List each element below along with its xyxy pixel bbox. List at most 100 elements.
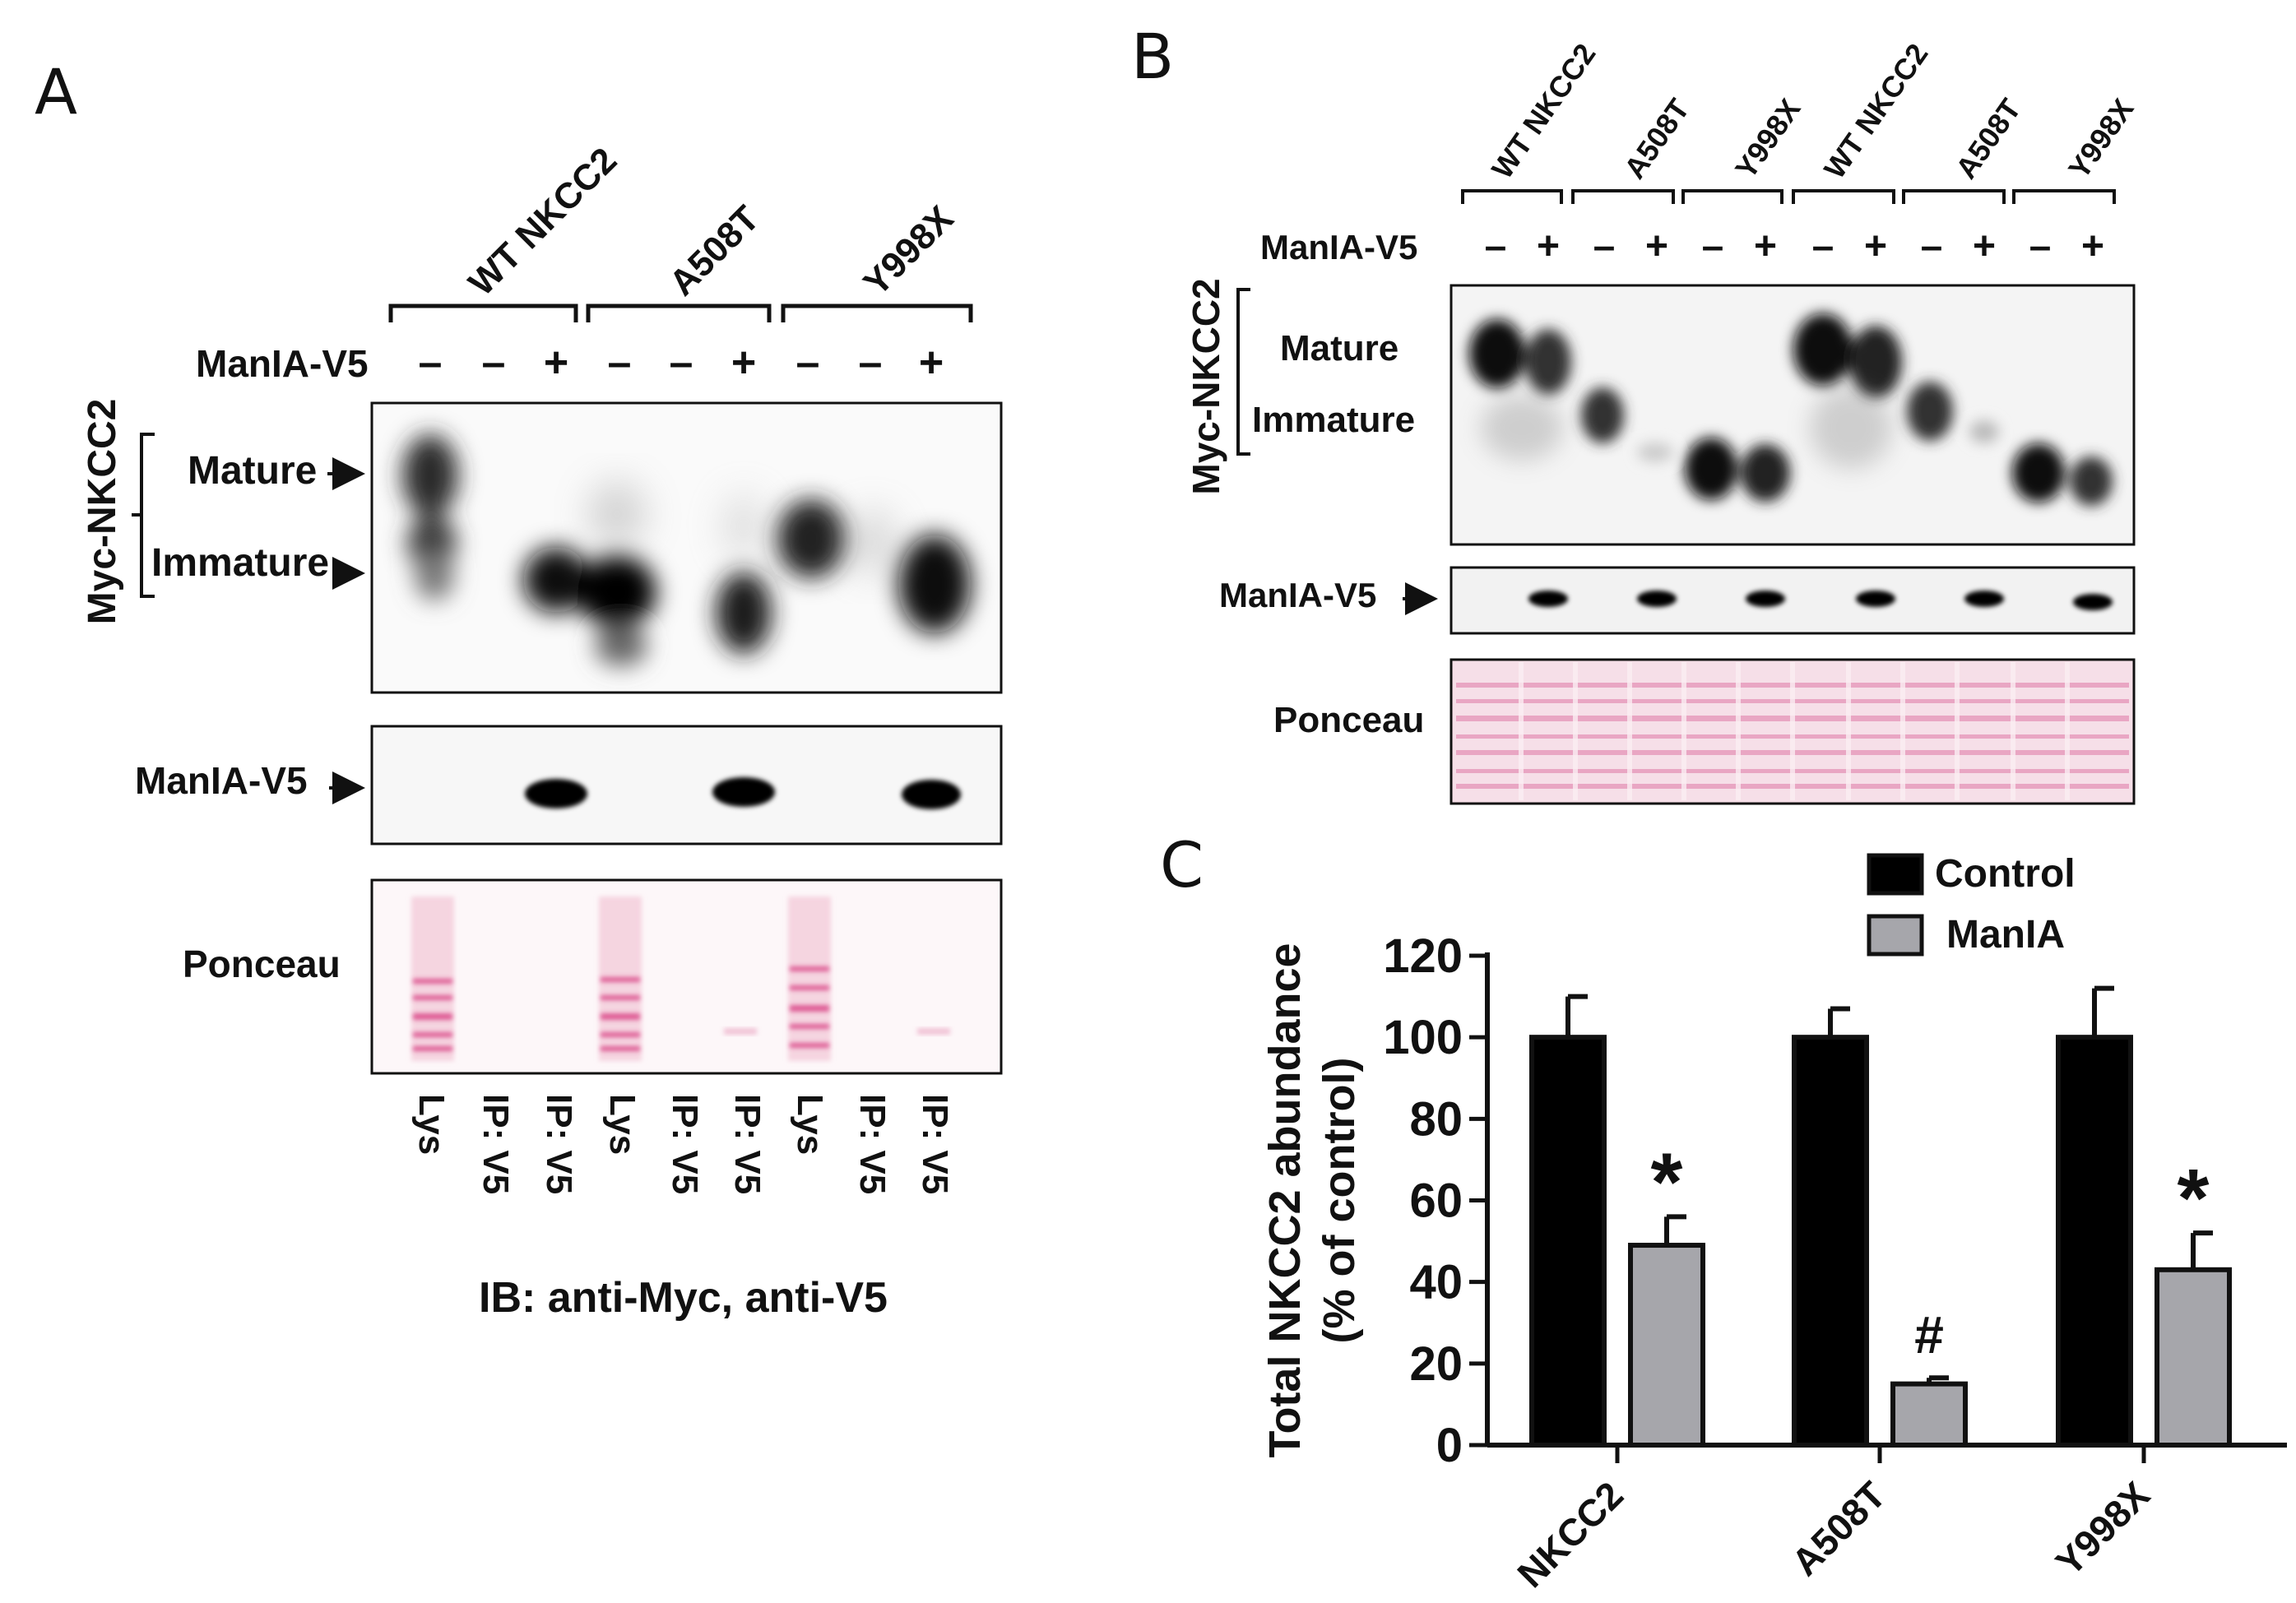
sign: –: [670, 339, 693, 387]
bracket: [1681, 189, 1783, 204]
sign: +: [731, 339, 756, 387]
sign: –: [1485, 225, 1507, 268]
panel-a-group-brackets: [388, 303, 973, 322]
panel-b-ponceau-blot: [1449, 658, 2136, 805]
legend-label-control: Control: [1935, 852, 2076, 896]
sign: –: [1921, 225, 1943, 268]
panel-c-letter: C: [1160, 828, 1204, 901]
x-tick-label: NKCC2: [1509, 1473, 1631, 1596]
panel-b-myc-blot: [1449, 284, 2136, 546]
panel-a-letter: A: [35, 55, 77, 128]
panel-b-group-label: Y998X: [2062, 93, 2141, 185]
bracket: [388, 303, 578, 322]
panel-b-group-label: A508T: [1617, 93, 1696, 185]
sign: +: [1754, 225, 1777, 268]
sign: –: [859, 339, 883, 387]
chart-plot-area: 0 20 40 60 80 100 120 Total NKCC2 abundance (% o…: [1260, 852, 2287, 1596]
lane-label: IP: V5: [665, 1094, 705, 1194]
bar-control-a508t: [1792, 1035, 1869, 1448]
bracket: [1571, 189, 1675, 204]
panel-a-myc-label: Myc-NKCC2: [81, 399, 124, 625]
sign: –: [796, 339, 820, 387]
panel-b-group-brackets: [1461, 189, 2116, 204]
sign: –: [1812, 225, 1834, 268]
panel-a-immature-label: Immature: [151, 541, 329, 585]
panel-a-ib-label: IB: anti-Myc, anti-V5: [479, 1274, 888, 1322]
bar-mania-nkcc2: [1628, 1243, 1705, 1448]
panel-b-manla-blot: [1449, 566, 2136, 635]
lane-label: IP: V5: [475, 1094, 516, 1194]
lane-label: IP: V5: [852, 1094, 893, 1194]
y-tick-label: 80: [1409, 1092, 1463, 1146]
sign: –: [419, 339, 443, 387]
sign: –: [1593, 225, 1616, 268]
panel-b-group-labels: WT NKCC2 A508T Y998X WT NKCC2 A508T Y998…: [1485, 37, 2141, 184]
panel-b-mature-label: Mature: [1280, 328, 1398, 368]
panel-b-manla-signs: – + – + – + – + – + – +: [1485, 225, 2104, 268]
panel-a: A WT NKCC2 A508T Y998X ManIA-V5 – – + – …: [35, 55, 1003, 1322]
panel-a-myc-bracket: [132, 433, 155, 598]
y-tick-label: 0: [1436, 1419, 1463, 1472]
significance-marker: *: [1651, 1136, 1683, 1228]
y-tick-label: 100: [1383, 1011, 1463, 1064]
panel-a-group-label: WT NKCC2: [461, 140, 624, 303]
bar-mania-a508t: [1890, 1381, 1968, 1448]
panel-b-manla-row-label: ManIA-V5: [1260, 228, 1417, 266]
panel-a-manla-blot-label: ManIA-V5: [135, 759, 308, 802]
x-tick-label: A508T: [1783, 1473, 1894, 1583]
panel-b-letter: B: [1131, 20, 1174, 93]
panel-a-lane-labels: Lys IP: V5 IP: V5 Lys IP: V5 IP: V5 Lys …: [411, 1094, 955, 1194]
panel-a-manla-signs: – – + – – + – – +: [419, 339, 944, 387]
sign: –: [2029, 225, 2052, 268]
y-axis-label: (% of control): [1315, 1058, 1364, 1344]
panel-b-manla-blot-label: ManIA-V5: [1219, 576, 1376, 614]
legend-label-mania: ManIA: [1946, 913, 2065, 957]
bar-control-y998x: [2056, 1035, 2133, 1448]
panel-b-myc-bracket: [1236, 288, 1250, 456]
bar-mania-y998x: [2155, 1267, 2232, 1448]
sign: –: [482, 339, 506, 387]
significance-marker: *: [2178, 1152, 2210, 1244]
lane-label: IP: V5: [727, 1094, 768, 1194]
y-axis-label: Total NKCC2 abundance: [1260, 943, 1310, 1457]
sign: +: [1645, 225, 1668, 268]
panel-b-group-label: A508T: [1949, 93, 2028, 185]
panel-b-group-label: WT NKCC2: [1817, 37, 1935, 184]
lane-label: Lys: [602, 1094, 642, 1155]
sign: +: [1973, 225, 1996, 268]
panel-b-group-label: WT NKCC2: [1485, 37, 1603, 184]
sign: +: [1537, 225, 1560, 268]
significance-marker: #: [1914, 1305, 1944, 1364]
y-tick-label: 60: [1409, 1174, 1463, 1228]
sign: +: [919, 339, 944, 387]
panel-a-manla-row-label: ManIA-V5: [196, 342, 369, 385]
panel-b-ponceau-label: Ponceau: [1273, 700, 1424, 740]
panel-a-manla-blot: [370, 725, 1003, 846]
panel-a-ponceau-blot: [370, 878, 1003, 1075]
sign: +: [1864, 225, 1887, 268]
bracket: [1902, 189, 2006, 204]
y-tick-label: 120: [1383, 929, 1463, 983]
legend-swatch-mania: [1867, 914, 1924, 957]
y-tick-label: 40: [1409, 1256, 1463, 1309]
lane-label: Lys: [790, 1094, 830, 1155]
panel-b-immature-label: Immature: [1252, 400, 1415, 440]
panel-c-chart: C 0 20 40 60 80 100 120 Total NKCC2 abundance (%…: [1160, 828, 2287, 1596]
panel-a-ponceau-label: Ponceau: [183, 943, 341, 985]
panel-b-group-label: Y998X: [1728, 93, 1807, 185]
lane-label: IP: V5: [539, 1094, 579, 1194]
x-tick-label: Y998X: [2048, 1473, 2159, 1584]
panel-a-group-label: A508T: [661, 198, 767, 303]
sign: –: [1702, 225, 1724, 268]
panel-a-mature-label: Mature: [188, 449, 317, 493]
bracket: [586, 303, 772, 322]
bracket: [1461, 189, 1563, 204]
panel-b: B WT NKCC2 A508T Y998X WT NKCC2 A508T Y9…: [1131, 20, 2141, 805]
bracket: [1792, 189, 1895, 204]
legend-swatch-control: [1867, 853, 1924, 896]
bar-control-nkcc2: [1529, 1035, 1607, 1448]
sign: –: [608, 339, 632, 387]
lane-label: Lys: [411, 1094, 452, 1155]
panel-a-myc-blot: [370, 401, 1003, 694]
